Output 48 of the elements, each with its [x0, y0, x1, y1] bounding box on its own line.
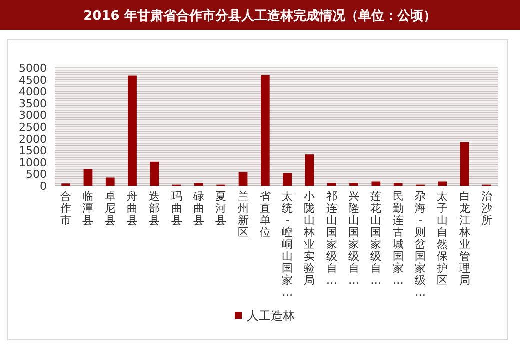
- x-tick-label: 省直单位: [260, 190, 271, 239]
- bar: [460, 142, 470, 186]
- y-tick-label: 0: [40, 180, 47, 193]
- x-tick-label: 玛曲县: [171, 190, 182, 227]
- y-tick-label: 2000: [19, 132, 47, 146]
- bar: [238, 172, 248, 186]
- bar: [372, 182, 381, 186]
- y-tick-label: 3500: [19, 97, 47, 110]
- x-tick-label: 小陇山林业实验局: [303, 190, 316, 287]
- x-tick-label: 民勤连古城国家…: [392, 190, 404, 287]
- legend-label: 人工造林: [247, 309, 295, 323]
- bar: [327, 183, 336, 186]
- y-tick-label: 4500: [19, 74, 47, 87]
- x-tick-label: 临潭县: [82, 190, 94, 227]
- category-label: 尕海-则岔国家级…: [414, 190, 426, 299]
- x-tick-label: 莲花山国家级自…: [370, 190, 382, 287]
- bar: [283, 173, 292, 186]
- x-tick-label: 太子山自然保护区: [436, 190, 448, 287]
- bar: [84, 169, 93, 186]
- x-tick-label: 舟曲县: [127, 190, 138, 227]
- bar: [150, 162, 160, 186]
- x-tick-label: 白龙江林业管理局: [458, 190, 470, 287]
- y-tick-label: 4000: [19, 86, 47, 99]
- x-tick-label: 治沙所: [481, 190, 492, 227]
- x-tick-label: 碌曲县: [192, 190, 204, 227]
- x-tick-label: 兴隆山国家级自…: [348, 190, 360, 287]
- x-tick-label: 祁连山国家级自…: [326, 190, 338, 287]
- bar: [305, 154, 314, 186]
- x-tick-label: 迭部县: [149, 190, 160, 227]
- bar: [350, 183, 358, 186]
- bar: [260, 75, 270, 186]
- x-tick-label: 合作市: [60, 190, 72, 227]
- y-tick-label: 5000: [19, 62, 47, 75]
- y-tick-label: 2500: [19, 121, 47, 134]
- x-tick-label: 卓尼县: [104, 190, 116, 227]
- x-tick-label: 兰州新区: [238, 190, 249, 239]
- chart-title: 2016 年甘肃省合作市分县人工造林完成情况（单位：公顷）: [84, 8, 436, 24]
- y-tick-label: 500: [26, 168, 47, 182]
- bar: [438, 182, 448, 186]
- y-tick-label: 1500: [19, 144, 47, 158]
- category-label: 太统-崆峒山国家…: [282, 190, 294, 299]
- y-tick-label: 3000: [19, 109, 47, 122]
- bar: [394, 183, 403, 186]
- bar: [106, 178, 115, 186]
- bar: [194, 183, 204, 186]
- y-tick-label: 1000: [19, 156, 47, 170]
- bar: [128, 76, 137, 186]
- x-tick-label: 夏河县: [216, 190, 227, 227]
